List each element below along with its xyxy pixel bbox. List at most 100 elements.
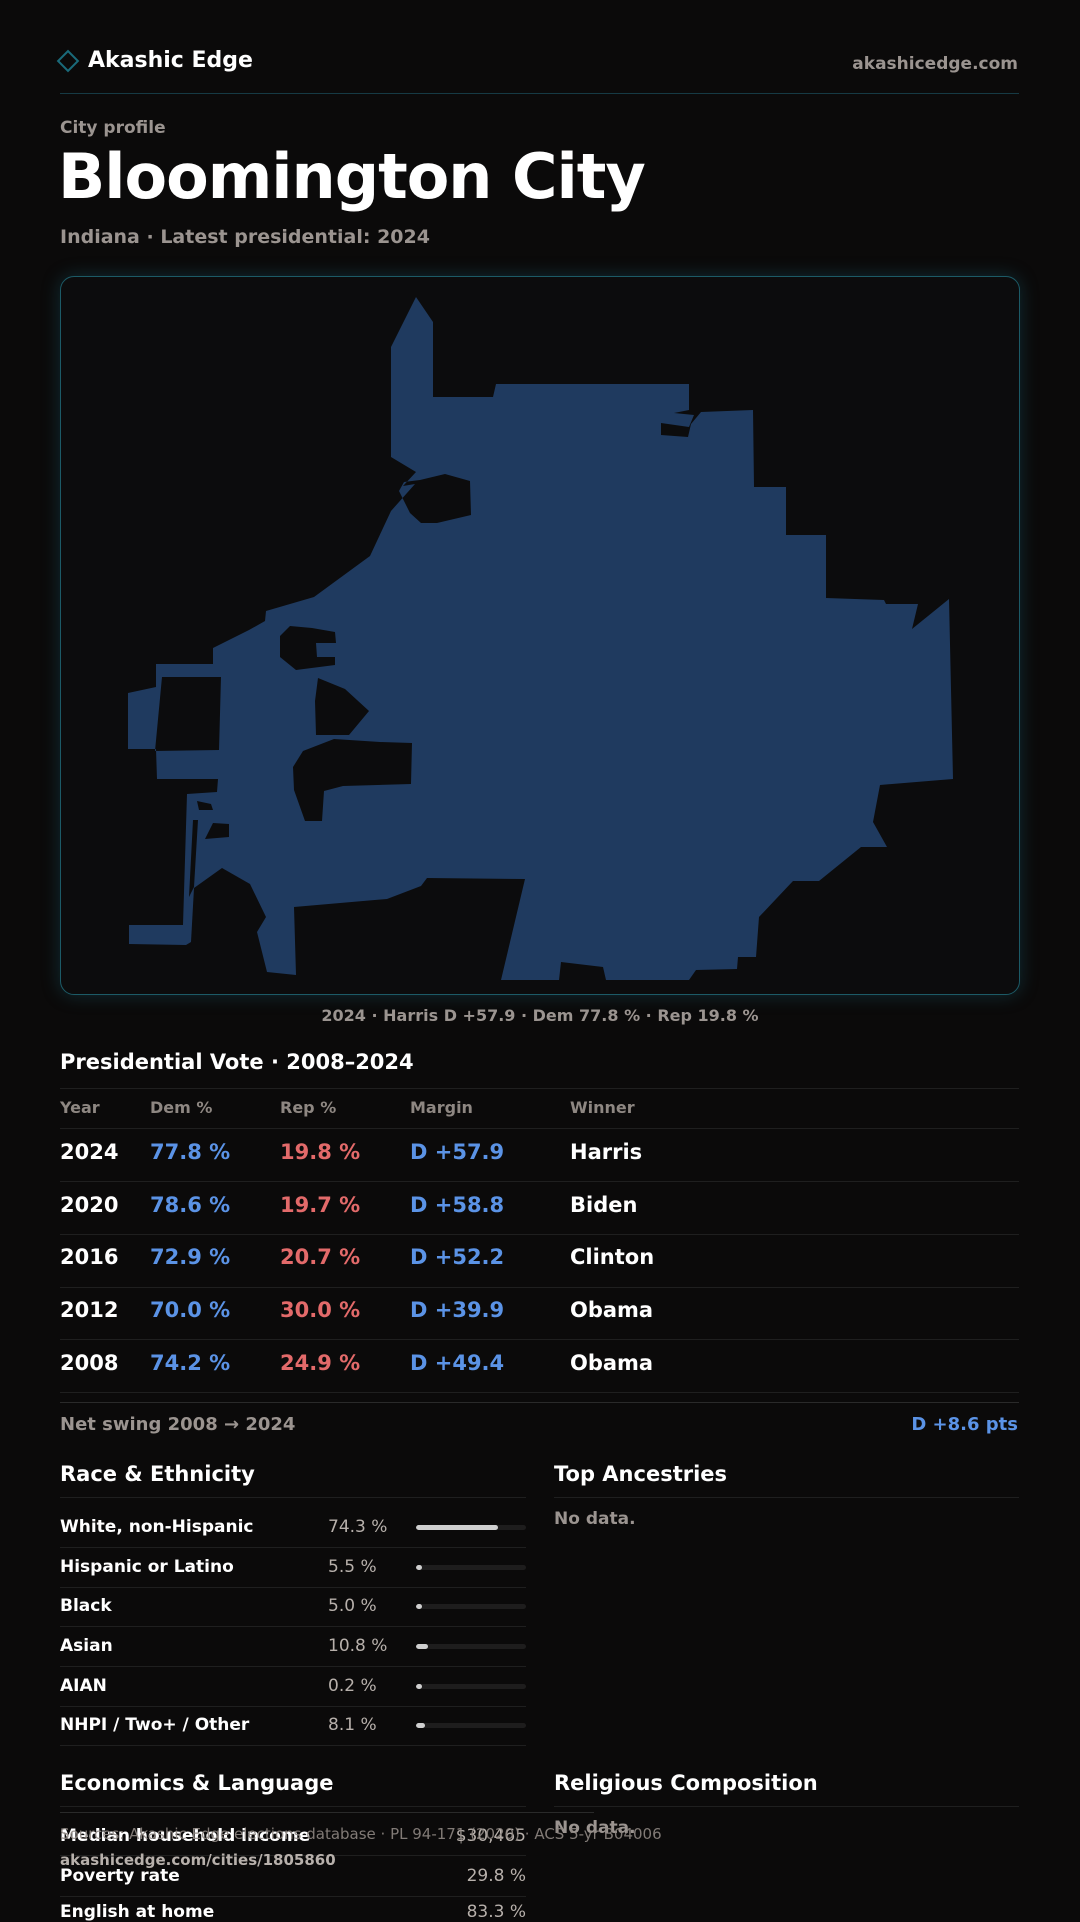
- col-header-dem: Dem %: [150, 1098, 213, 1117]
- net-swing-value: D +8.6 pts: [911, 1414, 1018, 1435]
- row-margin: D +58.8: [410, 1193, 505, 1217]
- header-row-divider: [60, 1128, 1019, 1129]
- row-rep-share: 19.7 %: [280, 1193, 361, 1217]
- row-winner: Obama: [570, 1298, 654, 1322]
- row-dem-share: 72.9 %: [150, 1245, 231, 1269]
- race-row-divider: [60, 1666, 526, 1667]
- map-caption: 2024 · Harris D +57.9 · Dem 77.8 % · Rep…: [321, 1006, 759, 1025]
- city-boundary-map: [60, 276, 1020, 995]
- race-share-bar-fill: [416, 1604, 422, 1609]
- econ-row-divider: [60, 1896, 526, 1897]
- row-winner: Harris: [570, 1140, 643, 1164]
- section-divider: [60, 1088, 1019, 1089]
- table-bottom-divider: [60, 1402, 1019, 1403]
- econ-row-divider: [60, 1855, 526, 1856]
- footer-divider: [60, 1812, 594, 1813]
- brand-name: Akashic Edge: [88, 48, 253, 73]
- race-row-value: 74.3 %: [328, 1517, 388, 1537]
- race-row-divider: [60, 1745, 526, 1746]
- section-divider: [554, 1806, 1019, 1807]
- race-share-bar: [416, 1684, 526, 1689]
- row-winner: Biden: [570, 1193, 638, 1217]
- city-boundary-shape: [128, 297, 953, 980]
- race-row-label: AIAN: [60, 1676, 107, 1696]
- row-margin: D +52.2: [410, 1245, 505, 1269]
- row-year: 2020: [60, 1193, 119, 1217]
- race-share-bar-fill: [416, 1644, 428, 1649]
- race-share-bar: [416, 1644, 526, 1649]
- col-header-margin: Margin: [410, 1098, 473, 1117]
- site-domain-link[interactable]: akashicedge.com: [852, 54, 1018, 74]
- section-divider: [60, 1497, 526, 1498]
- race-share-bar: [416, 1525, 526, 1530]
- row-margin: D +39.9: [410, 1298, 505, 1322]
- net-swing-label: Net swing 2008 → 2024: [60, 1414, 296, 1435]
- race-row-label: NHPI / Two+ / Other: [60, 1715, 250, 1735]
- presidential-section-title: Presidential Vote · 2008–2024: [60, 1050, 414, 1074]
- race-row-value: 5.5 %: [328, 1557, 377, 1577]
- econ-row-label: Poverty rate: [60, 1866, 180, 1886]
- race-share-bar-fill: [416, 1525, 498, 1530]
- race-share-bar: [416, 1723, 526, 1728]
- race-share-bar: [416, 1565, 526, 1570]
- row-rep-share: 30.0 %: [280, 1298, 361, 1322]
- row-dem-share: 78.6 %: [150, 1193, 231, 1217]
- city-boundary-svg: [128, 297, 953, 980]
- row-rep-share: 20.7 %: [280, 1245, 361, 1269]
- page-subtitle: Indiana · Latest presidential: 2024: [60, 226, 430, 248]
- row-rep-share: 24.9 %: [280, 1351, 361, 1375]
- race-section-title: Race & Ethnicity: [60, 1462, 255, 1486]
- race-row-value: 5.0 %: [328, 1596, 377, 1616]
- race-row-label: Hispanic or Latino: [60, 1557, 234, 1577]
- row-year: 2016: [60, 1245, 119, 1269]
- table-row-divider: [60, 1234, 1019, 1235]
- section-divider: [554, 1497, 1019, 1498]
- race-share-bar: [416, 1604, 526, 1609]
- row-margin: D +57.9: [410, 1140, 505, 1164]
- row-winner: Clinton: [570, 1245, 655, 1269]
- race-row-divider: [60, 1547, 526, 1548]
- econ-row-label: Median household income: [60, 1826, 311, 1846]
- religion-section-title: Religious Composition: [554, 1771, 818, 1795]
- econ-row-value: 83.3 %: [466, 1902, 526, 1922]
- row-dem-share: 74.2 %: [150, 1351, 231, 1375]
- race-row-divider: [60, 1706, 526, 1707]
- economics-section-title: Economics & Language: [60, 1771, 334, 1795]
- sources-note: Sources: Akashic Edge elections database…: [60, 1825, 662, 1843]
- permalink[interactable]: akashicedge.com/cities/1805860: [60, 1851, 336, 1869]
- page-title: Bloomington City: [58, 140, 646, 213]
- econ-row-value: $30,465: [455, 1826, 526, 1846]
- table-row-divider: [60, 1181, 1019, 1182]
- religion-no-data: No data.: [554, 1818, 636, 1838]
- row-dem-share: 77.8 %: [150, 1140, 231, 1164]
- header-divider: [60, 93, 1019, 94]
- col-header-winner: Winner: [570, 1098, 635, 1117]
- row-year: 2012: [60, 1298, 119, 1322]
- ancestries-section-title: Top Ancestries: [554, 1462, 728, 1486]
- table-row-divider: [60, 1392, 1019, 1393]
- table-row-divider: [60, 1287, 1019, 1288]
- ancestries-no-data: No data.: [554, 1509, 636, 1529]
- race-share-bar-fill: [416, 1565, 423, 1570]
- race-row-value: 8.1 %: [328, 1715, 377, 1735]
- section-divider: [60, 1806, 526, 1807]
- row-dem-share: 70.0 %: [150, 1298, 231, 1322]
- race-row-label: White, non-Hispanic: [60, 1517, 254, 1537]
- econ-row-value: 29.8 %: [466, 1866, 526, 1886]
- race-row-label: Black: [60, 1596, 112, 1616]
- race-row-divider: [60, 1626, 526, 1627]
- row-year: 2008: [60, 1351, 119, 1375]
- row-winner: Obama: [570, 1351, 654, 1375]
- row-margin: D +49.4: [410, 1351, 505, 1375]
- diamond-logo-icon: [56, 49, 80, 72]
- race-row-label: Asian: [60, 1636, 113, 1656]
- row-year: 2024: [60, 1140, 119, 1164]
- econ-row-label: English at home: [60, 1902, 215, 1922]
- race-row-value: 10.8 %: [328, 1636, 388, 1656]
- brand[interactable]: Akashic Edge: [56, 48, 253, 73]
- race-share-bar-fill: [416, 1684, 422, 1689]
- table-row-divider: [60, 1339, 1019, 1340]
- race-row-value: 0.2 %: [328, 1676, 377, 1696]
- col-header-year: Year: [60, 1098, 100, 1117]
- race-share-bar-fill: [416, 1723, 425, 1728]
